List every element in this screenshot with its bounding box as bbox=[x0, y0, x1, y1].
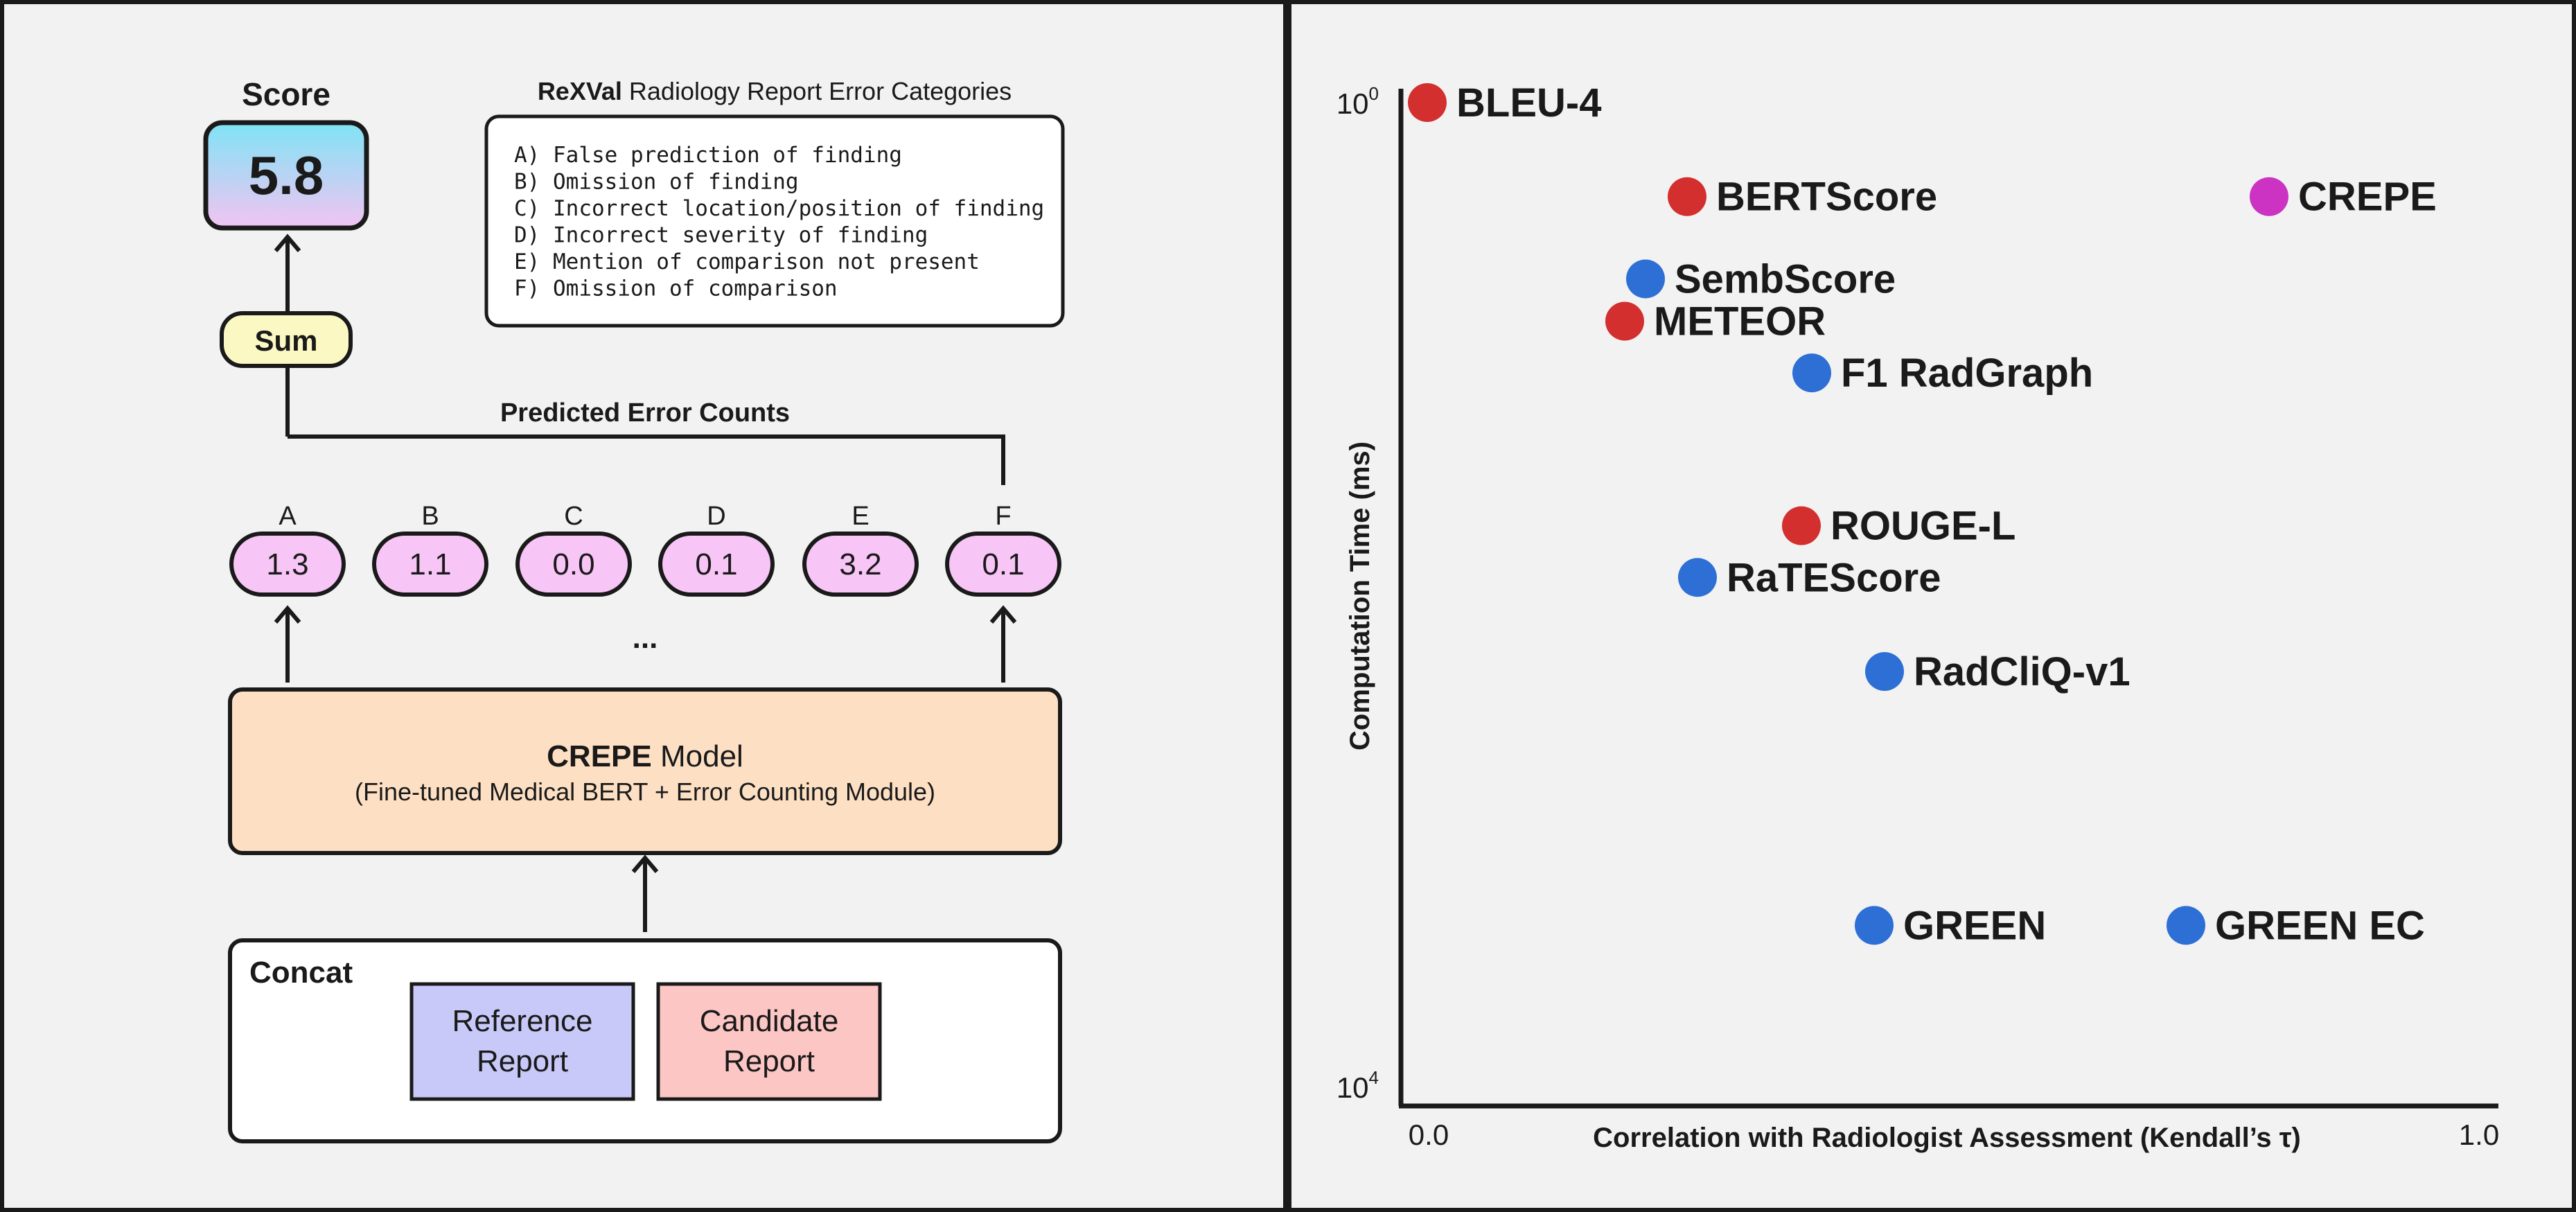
point-label-sembscore: SembScore bbox=[1675, 256, 1896, 301]
error-count-pill-c bbox=[515, 532, 632, 597]
error-count-pill-d bbox=[658, 532, 775, 597]
point-label-meteor: METEOR bbox=[1654, 299, 1826, 344]
point-sembscore bbox=[1626, 259, 1665, 299]
y-tick-bottom-exponent: 4 bbox=[1369, 1067, 1379, 1088]
scatter-chart: 100 104 0.0 1.0 Correlation with Radiolo… bbox=[1336, 80, 2499, 1153]
point-label-green: GREEN bbox=[1903, 903, 2046, 948]
sum-label: Sum bbox=[254, 324, 317, 357]
error-categories-box bbox=[484, 114, 1065, 328]
y-tick-top-exponent: 0 bbox=[1369, 83, 1379, 104]
error-count-pill-e bbox=[802, 532, 919, 597]
error-letter-f: F bbox=[995, 502, 1011, 531]
reference-report-line1: Reference bbox=[452, 1004, 592, 1038]
x-tick-right: 1.0 bbox=[2459, 1118, 2499, 1151]
point-label-crepe: CREPE bbox=[2298, 175, 2437, 220]
error-categories-title-rest: Radiology Report Error Categories bbox=[622, 77, 1012, 105]
concat-box bbox=[228, 938, 1062, 1143]
error-count-value-f: 0.1 bbox=[982, 547, 1024, 581]
model-subtitle: (Fine-tuned Medical BERT + Error Countin… bbox=[355, 778, 935, 806]
point-crepe bbox=[2250, 177, 2288, 216]
score-arrowhead bbox=[274, 234, 301, 252]
model-title-rest: Model bbox=[652, 739, 743, 773]
error-letter-d: D bbox=[707, 502, 725, 531]
f-arrowhead bbox=[989, 605, 1017, 624]
point-meteor bbox=[1605, 301, 1644, 341]
concat-label: Concat bbox=[249, 956, 353, 990]
score-label: Score bbox=[242, 76, 330, 112]
error-category-item: B) Omission of finding bbox=[514, 170, 799, 195]
point-label-bleu-4: BLEU-4 bbox=[1456, 80, 1601, 125]
error-letter-e: E bbox=[852, 502, 869, 531]
score-value: 5.8 bbox=[249, 145, 324, 206]
candidate-report-line1: Candidate bbox=[700, 1004, 839, 1038]
score-box bbox=[203, 120, 369, 231]
error-categories-title: ReXVal Radiology Report Error Categories bbox=[538, 77, 1012, 105]
error-letter-b: B bbox=[421, 502, 439, 531]
error-count-pill-a bbox=[229, 532, 346, 597]
error-count-pill-f bbox=[945, 532, 1061, 597]
error-count-pills: A 1.3 B 1.1 C 0.0 D 0.1 E 3.2 F 0.1 bbox=[229, 502, 1061, 597]
error-letter-a: A bbox=[279, 502, 297, 531]
error-count-value-e: 3.2 bbox=[839, 547, 881, 581]
reference-report-line2: Report bbox=[477, 1044, 568, 1078]
model-arrowhead bbox=[631, 854, 659, 873]
predicted-error-counts-label: Predicted Error Counts bbox=[500, 398, 790, 428]
candidate-report-box bbox=[656, 982, 882, 1101]
bracket-line bbox=[288, 434, 1005, 485]
error-category-item: F) Omission of comparison bbox=[514, 276, 838, 301]
left-panel-frame bbox=[0, 0, 1287, 1212]
y-axis-label: Computation Time (ms) bbox=[1345, 441, 1375, 750]
point-label-f1-radgraph: F1 RadGraph bbox=[1841, 351, 2093, 396]
point-label-bertscore: BERTScore bbox=[1716, 175, 1937, 220]
point-label-ratescore: RaTEScore bbox=[1727, 555, 1941, 600]
error-category-item: C) Incorrect location/position of findin… bbox=[514, 196, 1044, 221]
model-title: CREPE Model bbox=[547, 739, 743, 773]
point-label-green-ec: GREEN EC bbox=[2215, 903, 2425, 948]
point-bleu-4 bbox=[1408, 83, 1447, 122]
error-category-item: D) Incorrect severity of finding bbox=[514, 223, 928, 248]
point-label-rouge-l: ROUGE-L bbox=[1830, 504, 2015, 549]
error-category-item: A) False prediction of finding bbox=[514, 143, 902, 168]
y-tick-bottom-base: 10 bbox=[1336, 1071, 1369, 1104]
point-bertscore bbox=[1668, 177, 1706, 216]
x-tick-left: 0.0 bbox=[1409, 1118, 1449, 1151]
point-rouge-l bbox=[1782, 506, 1821, 545]
error-letter-c: C bbox=[564, 502, 583, 531]
point-green bbox=[1855, 906, 1894, 945]
crepe-diagram bbox=[274, 234, 1017, 932]
x-axis-label: Correlation with Radiologist Assessment … bbox=[1593, 1123, 2301, 1153]
error-count-value-a: 1.3 bbox=[266, 547, 308, 581]
error-category-item: E) Mention of comparison not present bbox=[514, 249, 980, 274]
crepe-model-name: CREPE bbox=[547, 739, 652, 773]
y-tick-top-base: 10 bbox=[1336, 87, 1369, 120]
reference-report-box bbox=[409, 982, 635, 1101]
rexval-name: ReXVal bbox=[538, 77, 622, 105]
a-arrowhead bbox=[274, 605, 301, 624]
point-green-ec bbox=[2167, 906, 2205, 945]
point-f1-radgraph bbox=[1792, 353, 1831, 393]
error-count-value-c: 0.0 bbox=[552, 547, 594, 581]
y-tick-top: 100 bbox=[1336, 83, 1379, 120]
point-ratescore bbox=[1678, 558, 1717, 597]
error-count-value-b: 1.1 bbox=[409, 547, 451, 581]
crepe-model-box bbox=[228, 687, 1062, 855]
error-count-value-d: 0.1 bbox=[695, 547, 737, 581]
right-panel-frame bbox=[1287, 0, 2576, 1212]
candidate-report-line2: Report bbox=[723, 1044, 815, 1078]
point-radcliq-v1 bbox=[1865, 651, 1904, 691]
ellipsis: ... bbox=[633, 621, 658, 655]
sum-box bbox=[220, 311, 353, 368]
error-count-pill-b bbox=[372, 532, 488, 597]
y-tick-bottom: 104 bbox=[1336, 1067, 1379, 1104]
point-label-radcliq-v1: RadCliQ-v1 bbox=[1914, 649, 2131, 694]
